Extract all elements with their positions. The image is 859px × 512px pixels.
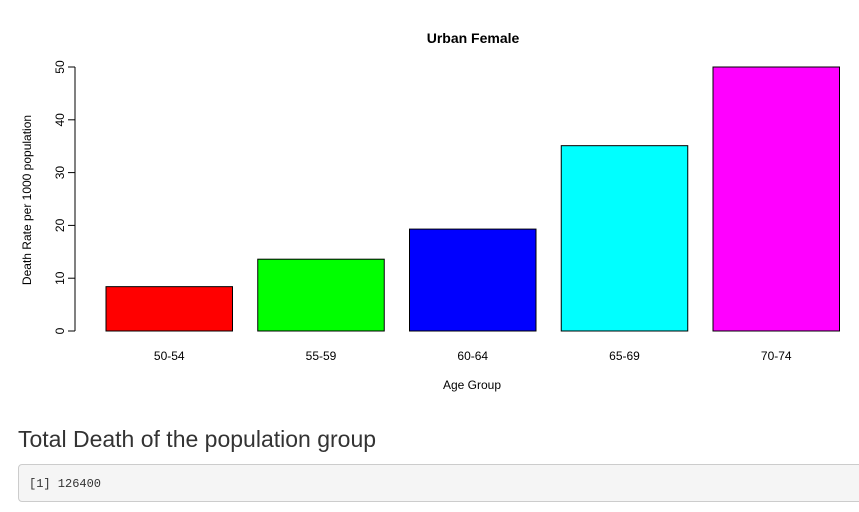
chart-title: Urban Female <box>427 30 520 46</box>
bar-65-69 <box>560 145 689 332</box>
y-tick-label: 20 <box>53 218 67 232</box>
x-tick-label: 60-64 <box>457 349 488 363</box>
x-tick-label: 70-74 <box>761 349 792 363</box>
bars-group <box>105 66 840 332</box>
bar-55-59 <box>257 258 385 332</box>
code-output-text: [1] 126400 <box>29 477 102 491</box>
x-tick-label: 55-59 <box>306 349 337 363</box>
chart-canvas: Urban Female Age Group Death Rate per 10… <box>20 30 840 392</box>
y-tick-label: 10 <box>53 271 67 285</box>
bar-chart: Urban Female Age Group Death Rate per 10… <box>20 30 840 392</box>
y-tick-label: 50 <box>53 60 67 74</box>
x-tick-label: 50-54 <box>154 349 185 363</box>
y-axis: 0 10 20 30 40 50 <box>53 60 76 334</box>
x-axis-label: Age Group <box>443 378 501 392</box>
bar-50-54 <box>105 286 233 332</box>
x-tick-labels: 50-54 55-59 60-64 65-69 70-74 <box>154 349 792 363</box>
section-heading: Total Death of the population group <box>18 426 377 452</box>
bar-60-64 <box>409 228 537 332</box>
y-tick-label: 0 <box>53 327 67 334</box>
x-tick-label: 65-69 <box>609 349 640 363</box>
y-tick-label: 30 <box>53 166 67 180</box>
bar-70-74 <box>712 66 840 332</box>
y-tick-label: 40 <box>53 113 67 127</box>
y-axis-label: Death Rate per 1000 population <box>20 115 34 285</box>
code-output-block: [1] 126400 <box>18 464 859 502</box>
